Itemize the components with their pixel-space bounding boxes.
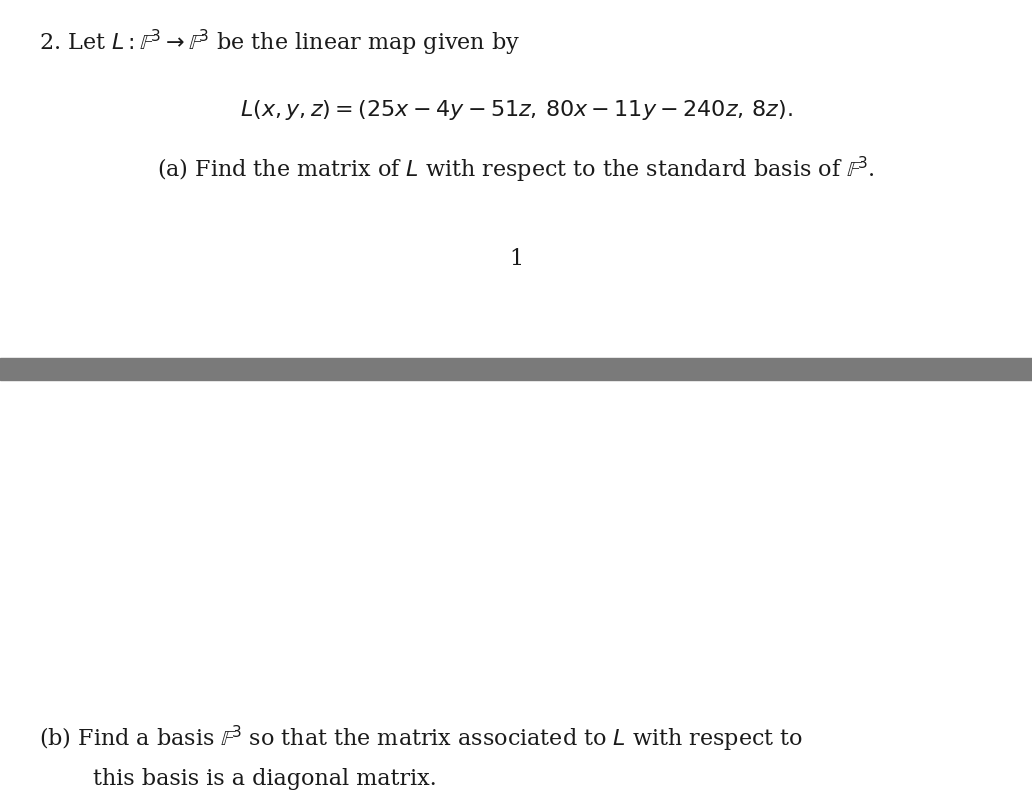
Text: this basis is a diagonal matrix.: this basis is a diagonal matrix. [93, 768, 437, 790]
Text: (b) Find a basis $\mathbb{F}^3$ so that the matrix associated to $L$ with respec: (b) Find a basis $\mathbb{F}^3$ so that … [39, 724, 803, 754]
Text: 1: 1 [509, 248, 523, 270]
Text: (a) Find the matrix of $L$ with respect to the standard basis of $\mathbb{F}^3$.: (a) Find the matrix of $L$ with respect … [157, 155, 875, 185]
Bar [0, 358, 1032, 380]
Text: 2. Let $L : \mathbb{F}^3 \rightarrow \mathbb{F}^3$ be the linear map given by: 2. Let $L : \mathbb{F}^3 \rightarrow \ma… [39, 28, 520, 58]
Text: $L(x, y, z) = (25x - 4y - 51z,\, 80x - 11y - 240z,\, 8z).$: $L(x, y, z) = (25x - 4y - 51z,\, 80x - 1… [239, 98, 793, 122]
